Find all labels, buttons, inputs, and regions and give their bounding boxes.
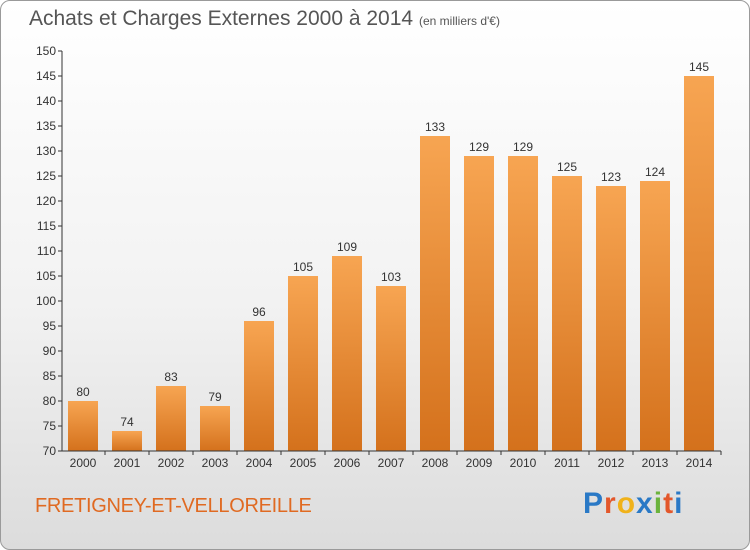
bar-2013 — [640, 181, 670, 451]
x-tick-label: 2013 — [642, 456, 669, 470]
data-label-2005: 105 — [293, 260, 313, 274]
data-label-2009: 129 — [469, 140, 489, 154]
bar-2001 — [112, 431, 142, 451]
bar-2008 — [420, 136, 450, 451]
data-label-2012: 123 — [601, 170, 621, 184]
x-tick-label: 2009 — [466, 456, 493, 470]
chart-title: Achats et Charges Externes 2000 à 2014 — [29, 7, 414, 30]
data-label-2001: 74 — [120, 415, 134, 429]
data-label-2010: 129 — [513, 140, 533, 154]
x-tick-label: 2005 — [290, 456, 317, 470]
x-tick-label: 2008 — [422, 456, 449, 470]
x-tick-label: 2012 — [598, 456, 625, 470]
bar-2010 — [508, 156, 538, 451]
y-tick-label: 130 — [36, 144, 56, 158]
x-tick-label: 2010 — [510, 456, 537, 470]
y-tick-label: 110 — [37, 244, 56, 258]
bar-2011 — [552, 176, 582, 451]
bar-2005 — [288, 276, 318, 451]
y-tick-label: 105 — [36, 269, 56, 283]
y-tick-label: 75 — [43, 419, 57, 433]
y-tick-label: 115 — [37, 219, 56, 233]
x-tick-label: 2014 — [686, 456, 713, 470]
y-tick-label: 80 — [43, 394, 57, 408]
y-tick-label: 120 — [36, 194, 56, 208]
data-label-2014: 145 — [689, 60, 709, 74]
y-tick-label: 125 — [36, 169, 56, 183]
proxiti-logo[interactable]: Proxiti — [583, 487, 684, 520]
data-label-2002: 83 — [164, 370, 178, 384]
bar-2003 — [200, 406, 230, 451]
bar-2004 — [244, 321, 274, 451]
y-tick-label: 95 — [43, 319, 57, 333]
y-tick-label: 100 — [36, 294, 56, 308]
data-label-2011: 125 — [557, 160, 577, 174]
x-tick-label: 2004 — [246, 456, 273, 470]
bar-2012 — [596, 186, 626, 451]
bar-2014 — [684, 76, 714, 451]
bar-2007 — [376, 286, 406, 451]
chart-subtitle: (en milliers d'€) — [419, 14, 500, 28]
y-tick-label: 145 — [36, 69, 56, 83]
data-label-2007: 103 — [381, 270, 401, 284]
y-tick-label: 135 — [36, 119, 56, 133]
data-label-2004: 96 — [252, 305, 266, 319]
data-label-2013: 124 — [645, 165, 665, 179]
y-tick-label: 140 — [36, 94, 56, 108]
y-tick-label: 90 — [43, 344, 57, 358]
x-tick-label: 2002 — [158, 456, 185, 470]
x-tick-label: 2007 — [378, 456, 405, 470]
y-tick-label: 150 — [36, 44, 56, 58]
city-name: FRETIGNEY-ET-VELLOREILLE — [35, 495, 312, 517]
x-tick-label: 2011 — [554, 456, 580, 470]
x-tick-label: 2000 — [70, 456, 97, 470]
bar-2009 — [464, 156, 494, 451]
bar-2002 — [156, 386, 186, 451]
bar-2006 — [332, 256, 362, 451]
data-label-2006: 109 — [337, 240, 357, 254]
bar-2000 — [68, 401, 98, 451]
data-label-2003: 79 — [208, 390, 222, 404]
x-tick-label: 2003 — [202, 456, 229, 470]
x-tick-label: 2006 — [334, 456, 361, 470]
data-label-2008: 133 — [425, 120, 445, 134]
data-label-2000: 80 — [76, 385, 90, 399]
y-tick-label: 85 — [43, 369, 57, 383]
y-tick-label: 70 — [43, 444, 57, 458]
x-tick-label: 2001 — [114, 456, 141, 470]
